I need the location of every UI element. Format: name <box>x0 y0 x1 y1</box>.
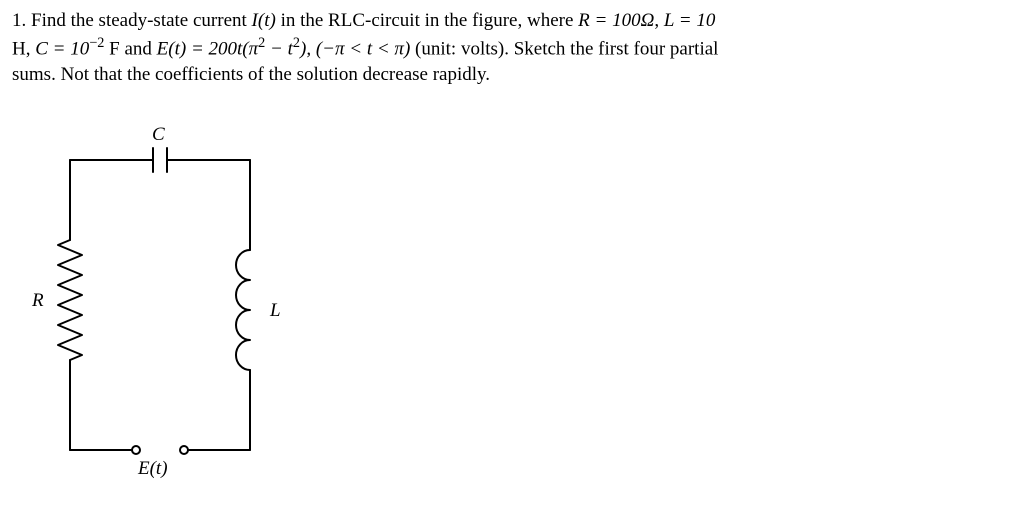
F-and: F and <box>104 38 156 59</box>
C-exp: −2 <box>89 35 104 51</box>
L-eq: L = 10 <box>664 10 716 31</box>
E-exp2: 2 <box>293 35 300 51</box>
domain: , (−π < t < π) <box>306 38 415 59</box>
c1: , <box>654 10 664 31</box>
E-eq-l: E(t) = 200t(π <box>157 38 259 59</box>
label-E: E(t) <box>138 458 168 480</box>
R-eq: R = 100Ω <box>578 10 654 31</box>
problem-text: 1. Find the steady-state current I(t) in… <box>12 8 1012 87</box>
label-L: L <box>270 300 281 322</box>
I-of-t: I(t) <box>252 10 276 31</box>
circuit-svg <box>30 130 310 490</box>
t2: in the RLC-circuit in the figure, where <box>276 10 578 31</box>
C-eq: C = 10 <box>35 38 89 59</box>
label-C: C <box>152 124 165 146</box>
units: (unit: volts). Sketch the first four par… <box>415 38 718 59</box>
label-R: R <box>32 290 44 312</box>
line3: sums. Not that the coefficients of the s… <box>12 64 490 85</box>
circuit-diagram: C R L E(t) <box>30 130 310 500</box>
t1: Find the steady-state current <box>31 10 252 31</box>
problem-number: 1. <box>12 10 26 31</box>
E-eq-m: − t <box>265 38 293 59</box>
l2p: H, <box>12 38 35 59</box>
